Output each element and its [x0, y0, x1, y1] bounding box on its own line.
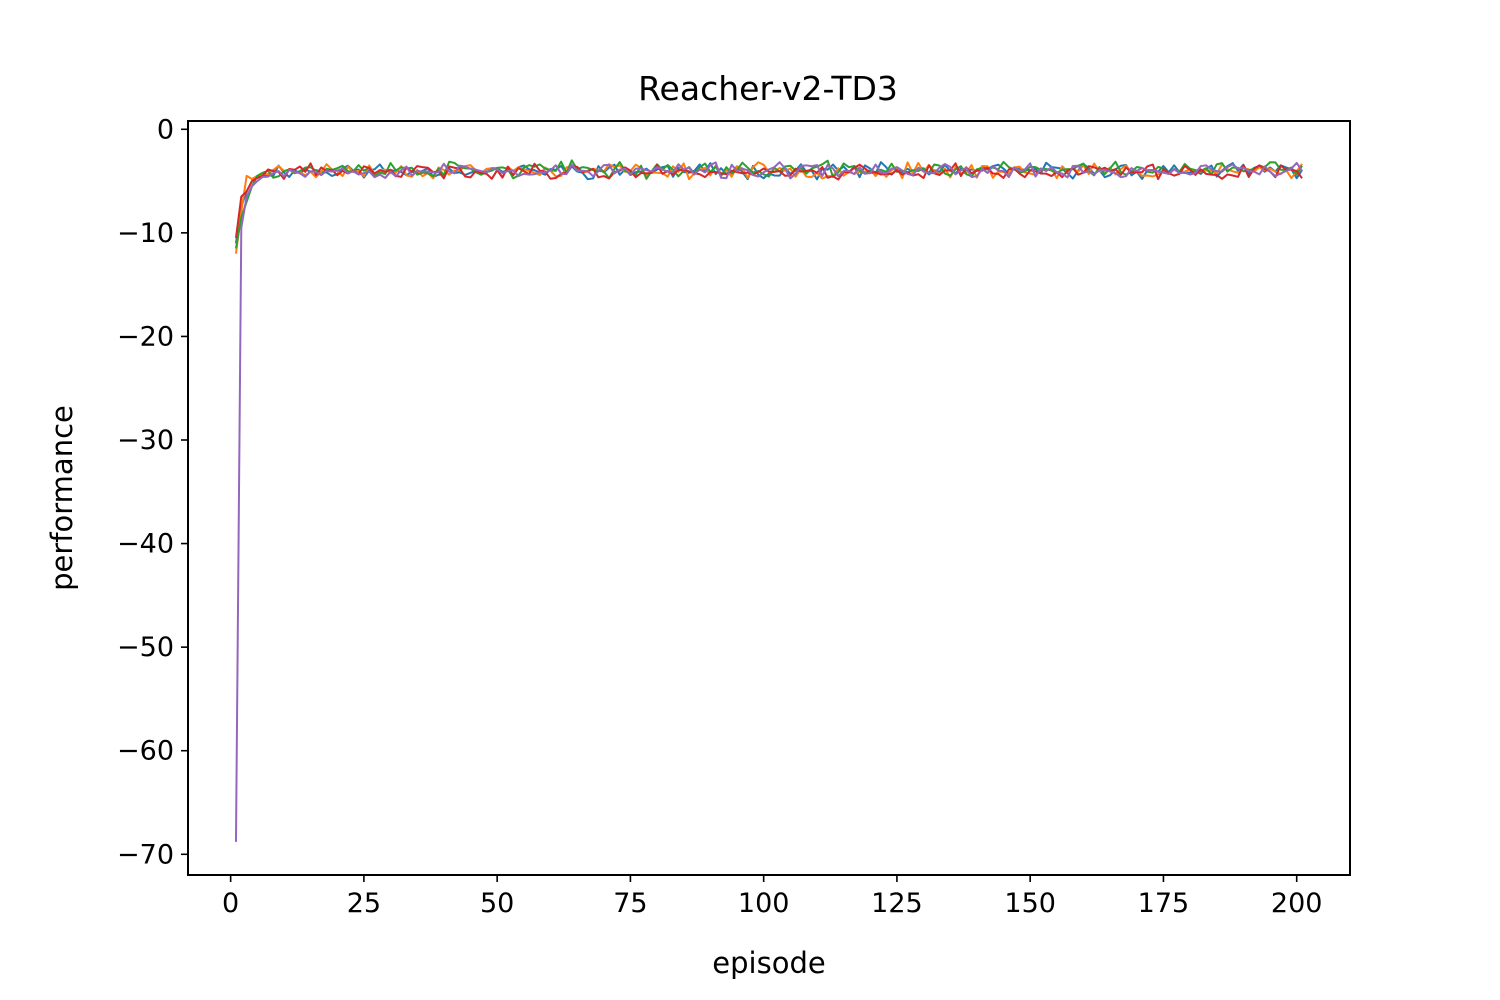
- y-tick-label: −20: [117, 321, 174, 352]
- chart-title: Reacher-v2-TD3: [638, 69, 898, 108]
- x-tick-label: 200: [1271, 888, 1323, 919]
- series-layer: [234, 159, 1303, 842]
- x-axis-label: episode: [712, 946, 825, 980]
- y-tick-label: 0: [157, 114, 174, 145]
- y-tick-label: −40: [117, 529, 174, 560]
- series-line-4: [234, 162, 1303, 239]
- y-tick-label: −70: [117, 839, 174, 870]
- x-tick-label: 75: [613, 888, 647, 919]
- x-tick-label: 50: [480, 888, 514, 919]
- x-tick-label: 150: [1004, 888, 1056, 919]
- plot-area: [187, 120, 1351, 876]
- y-tick-label: −30: [117, 425, 174, 456]
- x-tick-label: 125: [871, 888, 923, 919]
- x-tick-label: 0: [222, 888, 239, 919]
- y-tick-label: −50: [117, 632, 174, 663]
- y-axis-label: performance: [45, 405, 79, 591]
- y-tick-label: −10: [117, 218, 174, 249]
- series-line-5: [234, 161, 1303, 842]
- series-line-1: [234, 161, 1303, 244]
- x-tick-label: 100: [738, 888, 790, 919]
- y-tick-label: −60: [117, 736, 174, 767]
- x-tick-label: 175: [1138, 888, 1190, 919]
- plot-frame: [187, 120, 1351, 876]
- y-axis: 0 −10 −20 −30 −40 −50 −60 −70: [117, 114, 188, 870]
- x-axis: 0 25 50 75 100 125 150 175 200: [222, 875, 1322, 919]
- x-tick-label: 25: [347, 888, 381, 919]
